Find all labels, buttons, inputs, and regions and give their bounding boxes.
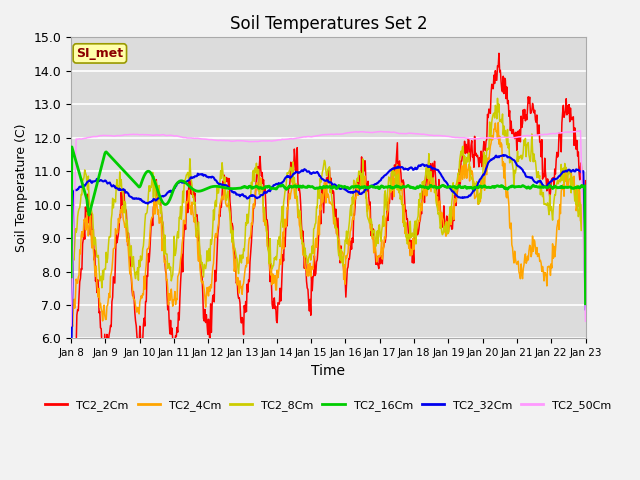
X-axis label: Time: Time [311,364,346,378]
Title: Soil Temperatures Set 2: Soil Temperatures Set 2 [230,15,427,33]
Text: SI_met: SI_met [76,47,124,60]
Y-axis label: Soil Temperature (C): Soil Temperature (C) [15,124,28,252]
Legend: TC2_2Cm, TC2_4Cm, TC2_8Cm, TC2_16Cm, TC2_32Cm, TC2_50Cm: TC2_2Cm, TC2_4Cm, TC2_8Cm, TC2_16Cm, TC2… [41,395,616,415]
